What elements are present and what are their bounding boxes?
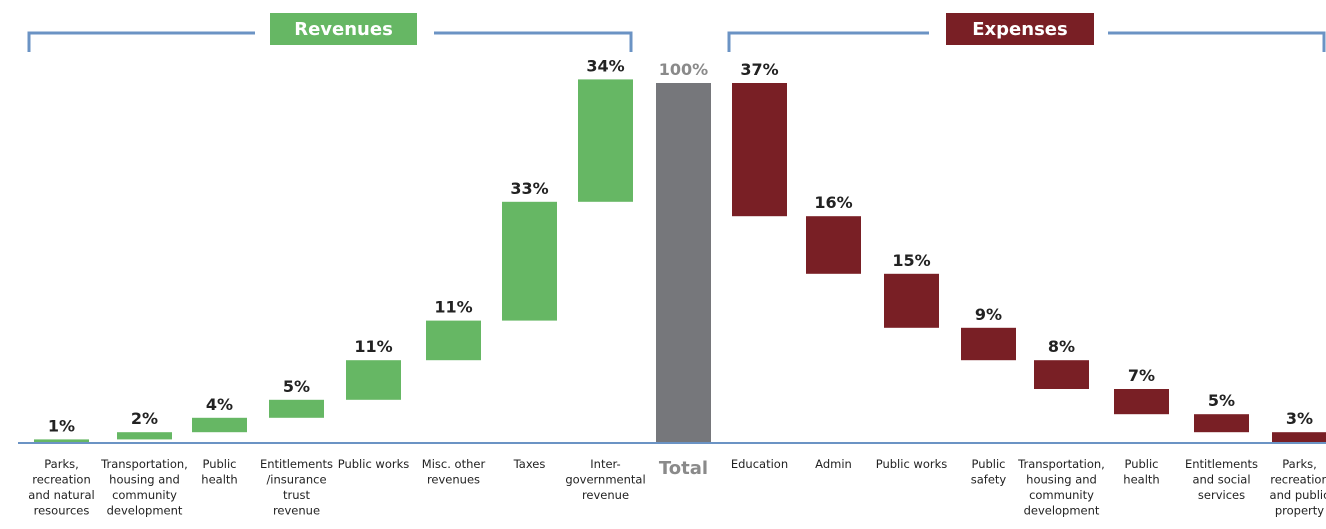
revenues-bracket-right — [434, 31, 633, 52]
revenue-bar-misc-other-revenues — [426, 320, 481, 361]
total-bar — [656, 83, 711, 443]
revenue-bar-transportation-housing-and-community-development — [117, 432, 172, 440]
revenues-bracket-left — [27, 31, 255, 52]
total-category-label: Total — [659, 458, 708, 479]
revenue-value-label-taxes: 33% — [510, 179, 548, 198]
expense-value-label-entitlements-and-social-services: 5% — [1208, 391, 1235, 410]
revenue-value-label-misc-other-revenues: 11% — [434, 298, 472, 317]
expense-value-label-parks-recreation-and-public-property: 3% — [1286, 409, 1313, 428]
expenses-bracket-left — [727, 31, 929, 52]
expense-value-label-public-health: 7% — [1128, 366, 1155, 385]
total-value-label: 100% — [659, 60, 708, 79]
revenue-value-label-entitlements-insurance-trust-revenue: 5% — [283, 377, 310, 396]
expense-category-label-public-safety: Public safety — [971, 457, 1007, 487]
expenses-header-box — [946, 13, 1094, 45]
revenue-bar-inter-governmental-revenue — [578, 79, 633, 202]
revenue-bar-public-works — [346, 360, 401, 400]
expense-value-label-public-safety: 9% — [975, 305, 1002, 324]
expense-category-label-parks-recreation-and-public-property: Parks, recreation and public property — [1270, 457, 1326, 518]
expense-value-label-education: 37% — [740, 60, 778, 79]
expense-category-label-public-works: Public works — [876, 457, 948, 471]
revenue-category-label-taxes: Taxes — [513, 457, 546, 471]
expense-bar-public-works — [884, 273, 939, 328]
expense-bar-admin — [806, 216, 861, 274]
expense-bar-parks-recreation-and-public-property — [1272, 432, 1326, 443]
revenues-header: Revenues — [294, 19, 393, 40]
revenue-category-label-public-works: Public works — [338, 457, 410, 471]
revenues-header-box — [270, 13, 417, 45]
revenue-value-label-parks-recreation-and-natural-resources: 1% — [48, 416, 75, 435]
expenses-bracket: Expenses — [727, 13, 1326, 52]
expense-bar-transportation-housing-and-community-development — [1034, 360, 1089, 389]
revenue-value-label-public-health: 4% — [206, 395, 233, 414]
revenue-category-label-transportation-housing-and-community-development: Transportation, housing and community devel… — [100, 457, 188, 518]
revenue-category-label-public-health: Public health — [201, 457, 237, 487]
expense-category-label-public-health: Public health — [1123, 457, 1159, 487]
revenue-category-label-parks-recreation-and-natural-resources: Parks, recreation and natural resources — [28, 457, 94, 518]
expenses-header: Expenses — [972, 19, 1067, 40]
expense-bar-education — [732, 83, 787, 217]
revenue-bar-parks-recreation-and-natural-resources — [34, 439, 89, 443]
revenue-bar-public-health — [192, 417, 247, 433]
expense-category-label-transportation-housing-and-community-development: Transportation, housing and community devel… — [1017, 457, 1105, 518]
expense-bar-entitlements-and-social-services — [1194, 414, 1249, 433]
revenue-value-label-transportation-housing-and-community-development: 2% — [131, 409, 158, 428]
revenue-value-label-inter-governmental-revenue: 34% — [586, 56, 624, 75]
expense-value-label-transportation-housing-and-community-development: 8% — [1048, 337, 1075, 356]
expense-value-label-public-works: 15% — [892, 251, 930, 270]
expense-category-label-education: Education — [731, 457, 788, 471]
labels-group: 1% Parks, recreation and natural resources 2%… — [28, 56, 1326, 517]
expense-category-label-entitlements-and-social-services: Entitlements and social services — [1185, 457, 1258, 502]
expense-bar-public-health — [1114, 389, 1169, 415]
expenses-bracket-right — [1108, 31, 1326, 52]
revenue-bar-entitlements-insurance-trust-revenue — [269, 399, 324, 418]
revenue-category-label-inter-governmental-revenue: Inter-governmental revenue — [565, 457, 645, 502]
revenue-category-label-misc-other-revenues: Misc. other revenues — [422, 457, 486, 487]
revenues-bracket: Revenues — [27, 13, 633, 52]
expense-value-label-admin: 16% — [814, 193, 852, 212]
revenue-category-label-entitlements-insurance-trust-revenue: Entitlements/insurance trust revenue — [260, 457, 333, 518]
bars-group — [34, 79, 1326, 443]
revenue-value-label-public-works: 11% — [354, 337, 392, 356]
expense-bar-public-safety — [961, 327, 1016, 361]
expense-category-label-admin: Admin — [815, 457, 852, 471]
revenue-bar-taxes — [502, 201, 557, 321]
